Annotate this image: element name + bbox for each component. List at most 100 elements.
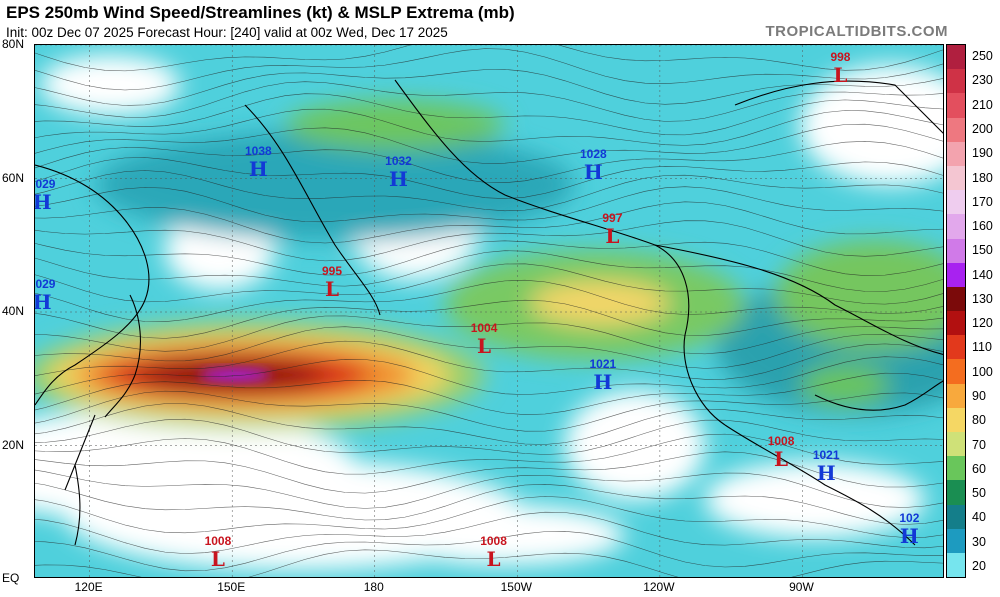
streamline (35, 372, 943, 415)
pressure-value: 995 (321, 263, 342, 278)
streamline (35, 69, 943, 106)
pressure-value: 1004 (470, 320, 498, 335)
streamline (35, 157, 943, 199)
colorbar-tick-label: 150 (972, 243, 993, 258)
pressure-letter: L (605, 223, 620, 248)
colorbar-segment (947, 69, 965, 94)
colorbar-tick-label: 190 (972, 146, 993, 161)
pressure-value: 1008 (480, 534, 507, 549)
colorbar-tick-label: 20 (972, 558, 986, 573)
colorbar-segment (947, 359, 965, 384)
pressure-value: 1008 (767, 434, 795, 449)
streamline (35, 93, 943, 136)
streamline (35, 220, 943, 262)
high-pressure-center: 1038 H (245, 145, 272, 179)
streamline (35, 340, 943, 380)
wind-shading-layer (35, 55, 943, 570)
colorbar-segment (947, 504, 965, 529)
pressure-letter: H (816, 460, 836, 485)
coastlines (35, 79, 943, 546)
streamline (35, 201, 943, 244)
streamline (35, 549, 943, 577)
colorbar-tick-label: 130 (972, 291, 993, 306)
pressure-letter: H (34, 190, 52, 215)
map-panel[interactable]: 1038H1032H1028H1029H1029H1021H1021H102H9… (34, 44, 944, 578)
colorbar-segment (947, 335, 965, 360)
latitude-label: 40N (2, 304, 25, 318)
longitude-label: 150W (500, 580, 532, 594)
longitude-label: 180 (363, 580, 384, 594)
streamline (35, 315, 943, 355)
pressure-value: 1008 (204, 534, 232, 549)
colorbar-segment (947, 552, 965, 578)
colorbar-tick-label: 90 (972, 388, 986, 403)
colorbar-segment (947, 141, 965, 166)
latitude-label: EQ (2, 571, 20, 585)
pressure-value: 1032 (385, 153, 412, 168)
pressure-value: 102 (899, 510, 920, 525)
streamline (35, 186, 943, 223)
colorbar-segment (947, 262, 965, 287)
longitude-label: 150E (217, 580, 246, 594)
streamline (35, 250, 943, 292)
longitude-label: 120E (74, 580, 103, 594)
graticule-lines (35, 45, 943, 577)
streamline (35, 418, 943, 455)
wind-speed-colorbar (946, 44, 966, 578)
low-pressure-center: 998 L (830, 51, 850, 85)
brand-logo-text[interactable]: TROPICALTIDBITS.COM (765, 23, 948, 40)
streamline (35, 48, 943, 91)
colorbar-tick-label: 60 (972, 461, 986, 476)
low-pressure-center: 1004 L (471, 322, 498, 356)
colorbar-tick-label: 40 (972, 510, 986, 525)
pressure-letter: L (486, 547, 501, 572)
pressure-letter: L (477, 333, 492, 358)
colorbar-tick-label: 100 (972, 364, 993, 379)
colorbar-segment (947, 480, 965, 505)
streamline (35, 496, 943, 538)
streamline (35, 123, 943, 164)
streamline (35, 390, 943, 432)
colorbar-tick-label: 230 (972, 73, 993, 88)
streamline (35, 469, 943, 509)
streamline (35, 263, 943, 305)
streamline (35, 279, 943, 322)
colorbar-segment (947, 311, 965, 336)
colorbar-tick-label: 30 (972, 534, 986, 549)
pressure-value: 997 (602, 210, 623, 225)
high-pressure-center: 102 H (899, 512, 919, 546)
pressure-letter: H (593, 370, 613, 395)
colorbar-segment (947, 407, 965, 432)
streamline (35, 433, 943, 475)
colorbar-tick-label: 170 (972, 194, 993, 209)
streamline (35, 326, 943, 369)
low-pressure-center: 1008 L (480, 535, 507, 569)
pressure-letter: L (774, 447, 789, 472)
colorbar-tick-label: 180 (972, 170, 993, 185)
streamline (35, 299, 943, 339)
pressure-value: 1029 (35, 177, 56, 192)
pressure-value: 1021 (812, 447, 840, 462)
low-pressure-center: 995 L (322, 265, 342, 299)
colorbar-segment (947, 117, 965, 142)
colorbar-tick-label: 80 (972, 413, 986, 428)
colorbar-tick-label: 110 (972, 340, 992, 355)
colorbar-tick-label: 120 (972, 316, 993, 331)
streamline (35, 240, 943, 276)
pressure-letter: L (324, 276, 340, 301)
high-pressure-center: 1028 H (580, 148, 607, 182)
colorbar-tick-label: 160 (972, 219, 993, 234)
colorbar-segment (947, 214, 965, 239)
streamline (35, 511, 943, 554)
streamline (35, 451, 943, 494)
chart-header: EPS 250mb Wind Speed/Streamlines (kt) & … (0, 0, 1000, 42)
streamline (35, 403, 943, 445)
streamline (35, 531, 943, 572)
longitude-label: 120W (643, 580, 675, 594)
pressure-letter: H (248, 156, 268, 181)
latitude-label: 80N (2, 37, 25, 51)
pressure-letter: L (833, 63, 848, 88)
pressure-letter: L (210, 547, 225, 572)
colorbar-segment (947, 286, 965, 312)
low-pressure-center: 1008 L (768, 435, 795, 469)
